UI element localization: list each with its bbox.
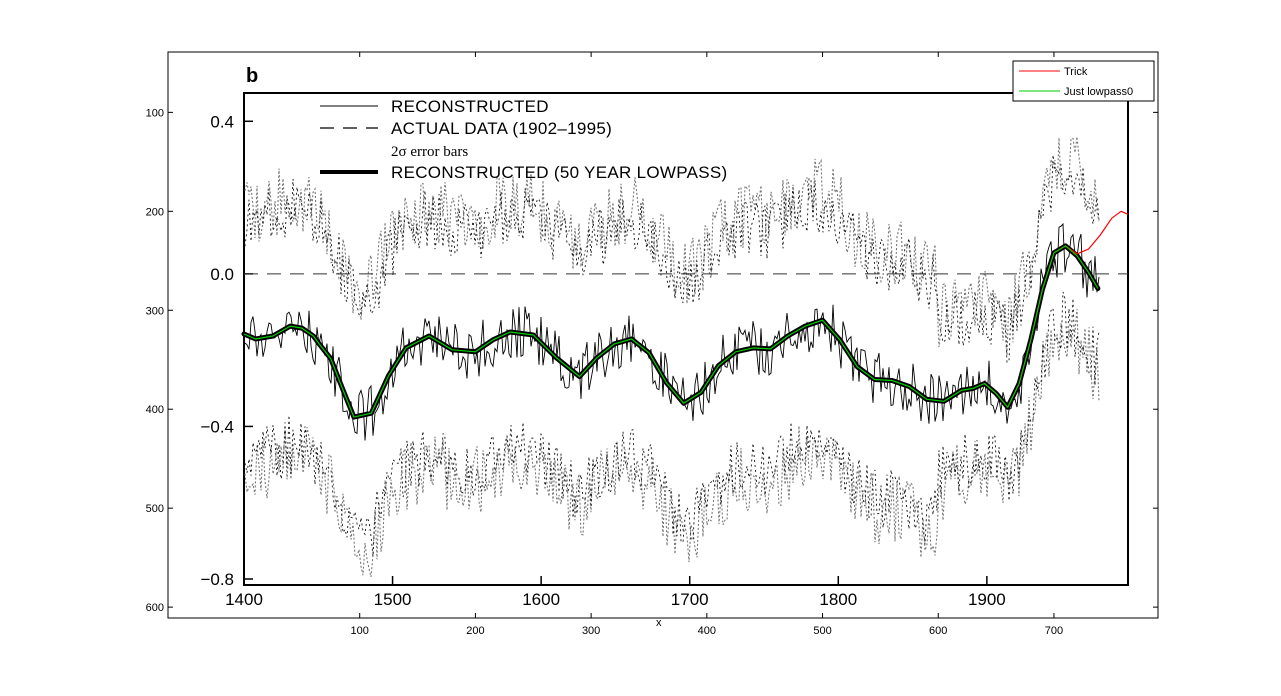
lower-error-bar-line-2 (244, 291, 1100, 557)
outer-y-tick-label: 600 (146, 602, 164, 614)
outer-x-tick-label: 500 (813, 625, 831, 637)
legend-label-lowpass: RECONSTRUCTED (50 YEAR LOWPASS) (391, 163, 727, 182)
inner-y-tick-label: 0.4 (210, 112, 234, 131)
legend-label-error-bars: 2σ error bars (391, 144, 468, 160)
inner-x-tick-label: 1400 (225, 590, 263, 609)
series-line-trick (984, 210, 1129, 408)
overlay-legend-box (1012, 60, 1155, 102)
panel-letter: b (246, 65, 258, 87)
upper-error-bar-line (244, 136, 1100, 356)
inner-x-tick-label: 1700 (671, 590, 709, 609)
legend-label-actual-data: ACTUAL DATA (1902–1995) (391, 119, 612, 138)
outer-xlabel-partial: x (656, 617, 662, 629)
inner-axes-frame (243, 92, 1129, 586)
outer-y-tick-label: 300 (146, 305, 164, 317)
overlay-legend: Trick Just lowpass0 (1012, 60, 1155, 102)
outer-x-tick-label: 700 (1045, 625, 1063, 637)
outer-x-tick-label: 300 (582, 625, 600, 637)
outer-x-tick-label: 400 (698, 625, 716, 637)
lower-error-bar-line (244, 309, 1100, 578)
outer-x-tick-label: 200 (466, 625, 484, 637)
series-line-just-lowpass0 (243, 245, 1099, 418)
outer-x-tick-label: 100 (351, 625, 369, 637)
inner-x-tick-label: 1600 (522, 590, 560, 609)
inner-axis-ticks: 1400 1500 1600 1700 1800 1900 0.4 0.0 −0.4 −0.8 (200, 112, 1128, 609)
outer-y-tick-label: 400 (146, 404, 164, 416)
reconstructed-noise-layer (241, 136, 1101, 578)
outer-y-tick-label: 200 (146, 206, 164, 218)
overlay-legend-label-trick: Trick (1064, 66, 1088, 78)
upper-error-bar-line-2 (244, 154, 1100, 363)
legend-label-reconstructed: RECONSTRUCTED (391, 97, 549, 116)
overlay-legend-label-just-lowpass: Just lowpass0 (1064, 86, 1133, 98)
inner-x-tick-label: 1900 (968, 590, 1006, 609)
inner-legend: RECONSTRUCTED ACTUAL DATA (1902–1995) 2σ… (320, 97, 727, 182)
inner-y-tick-label: 0.0 (210, 265, 234, 284)
overlay-series (243, 210, 1129, 418)
outer-axis-ticks: 100 200 300 400 500 600 700 100 200 300 400 500 600 (146, 52, 1158, 637)
outer-y-tick-label: 500 (146, 503, 164, 515)
outer-x-tick-label: 600 (929, 625, 947, 637)
outer-axes-frame (167, 51, 1159, 619)
inner-x-tick-label: 1500 (374, 590, 412, 609)
inner-y-tick-label: −0.8 (200, 570, 234, 589)
inner-y-tick-label: −0.4 (200, 417, 234, 436)
embedded-panel: 1400 1500 1600 1700 1800 1900 0.4 0.0 −0.4 −0.8 b… (200, 65, 1129, 609)
outer-y-tick-label: 100 (146, 107, 164, 119)
inner-x-tick-label: 1800 (819, 590, 857, 609)
